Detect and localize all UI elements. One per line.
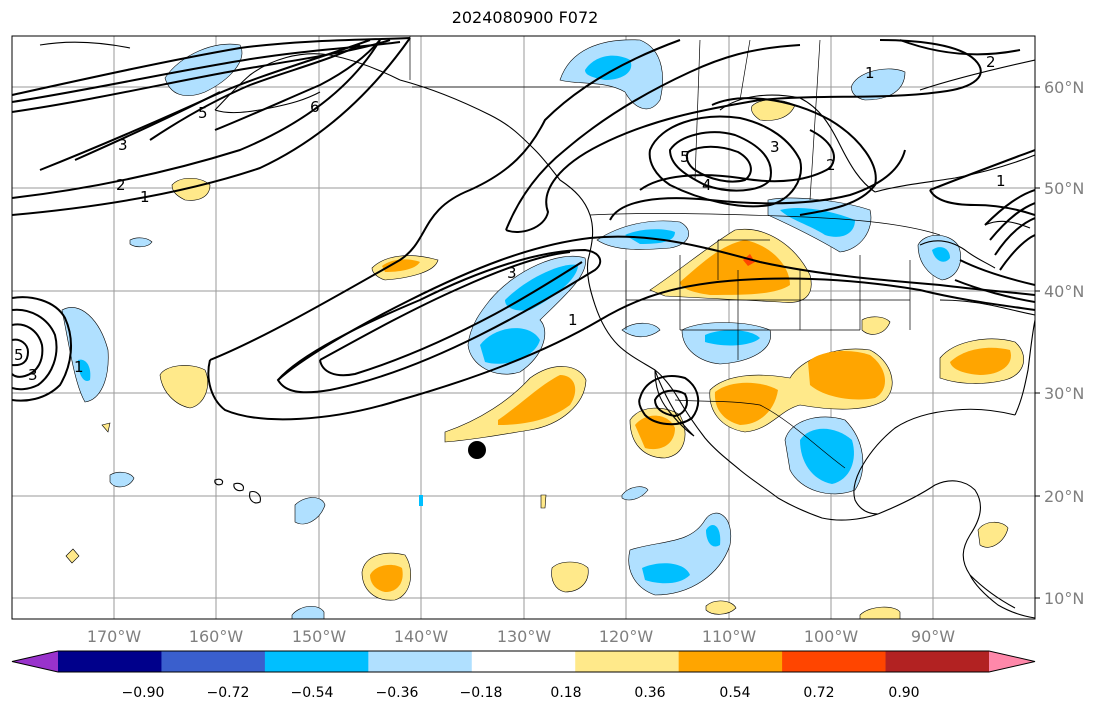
political-borders <box>409 36 941 469</box>
colorbar-labels: −0.90 −0.72 −0.54 −0.36 −0.18 0.18 0.36 … <box>122 685 920 701</box>
colorbar-tick-label: −0.36 <box>376 685 419 701</box>
lon-label: 150°W <box>292 627 347 646</box>
contour-label: 2 <box>826 156 836 174</box>
colorbar-segment <box>368 651 473 672</box>
contour-label: 1 <box>568 311 578 329</box>
colorbar-tick-label: 0.72 <box>803 685 834 701</box>
lat-label: 60°N <box>1044 78 1084 97</box>
lon-label: 170°W <box>87 627 142 646</box>
colorbar-tick-label: −0.90 <box>122 685 165 701</box>
lat-label: 30°N <box>1044 384 1084 403</box>
colorbar-tick-label: 0.54 <box>719 685 750 701</box>
colorbar-segment <box>161 651 266 672</box>
map-title: 2024080900 F072 <box>451 8 599 27</box>
contour-lines <box>12 37 1035 426</box>
colorbar-segment <box>58 651 162 672</box>
lat-label: 10°N <box>1044 589 1084 608</box>
lon-label: 90°W <box>911 627 955 646</box>
contour-label: 6 <box>310 98 320 116</box>
colorbar-extend-high <box>989 651 1035 672</box>
colorbar-extend-low <box>12 651 58 672</box>
colorbar-tick-label: 0.90 <box>888 685 919 701</box>
lon-label: 110°W <box>702 627 757 646</box>
lon-label: 100°W <box>804 627 859 646</box>
colorbar-tick-label: −0.54 <box>291 685 334 701</box>
lat-ticks <box>1035 86 1040 599</box>
lon-label: 160°W <box>189 627 244 646</box>
contour-label: 3 <box>28 366 38 384</box>
colorbar-tick-label: 0.18 <box>550 685 581 701</box>
contour-label: 5 <box>14 346 24 364</box>
colorbar-tick-label: 0.36 <box>634 685 665 701</box>
colorbar-segment <box>678 651 783 672</box>
lat-label: 50°N <box>1044 179 1084 198</box>
contour-label: 1 <box>865 64 875 82</box>
contour-label: 5 <box>680 148 690 166</box>
colorbar-segment <box>264 651 369 672</box>
contour-label: 5 <box>198 104 208 122</box>
lon-label: 130°W <box>497 627 552 646</box>
contour-label: 1 <box>140 188 150 206</box>
storm-center-marker <box>468 441 486 459</box>
lat-label: 20°N <box>1044 487 1084 506</box>
colorbar-tick-label: −0.72 <box>207 685 250 701</box>
colorbar-segment <box>575 651 680 672</box>
contour-label: 2 <box>986 53 996 71</box>
lat-labels: 60°N 50°N 40°N 30°N 20°N 10°N <box>1044 78 1084 608</box>
contour-label: 2 <box>116 176 126 194</box>
contour-label: 4 <box>702 176 712 194</box>
contour-label: 3 <box>770 138 780 156</box>
coastlines <box>39 41 1035 619</box>
lon-label: 120°W <box>599 627 654 646</box>
contour-label: 1 <box>996 172 1006 190</box>
colorbar-outline <box>11 650 1036 673</box>
colorbar-segment <box>782 651 887 672</box>
colorbar-segment <box>471 651 576 672</box>
contour-labels: 1 2 3 5 6 3 1 1 3 2 5 4 1 2 1 3 5 <box>14 53 1006 384</box>
map-frame <box>11 35 1036 620</box>
colorbar-segment <box>885 651 990 672</box>
contour-label: 3 <box>507 264 517 282</box>
lat-label: 40°N <box>1044 282 1084 301</box>
contour-label: 1 <box>74 358 84 376</box>
lon-label: 140°W <box>394 627 449 646</box>
colorbar <box>11 650 1036 673</box>
contour-label: 3 <box>118 136 128 154</box>
lon-labels: 170°W 160°W 150°W 140°W 130°W 120°W 110°… <box>87 627 955 646</box>
colorbar-tick-label: −0.18 <box>460 685 503 701</box>
